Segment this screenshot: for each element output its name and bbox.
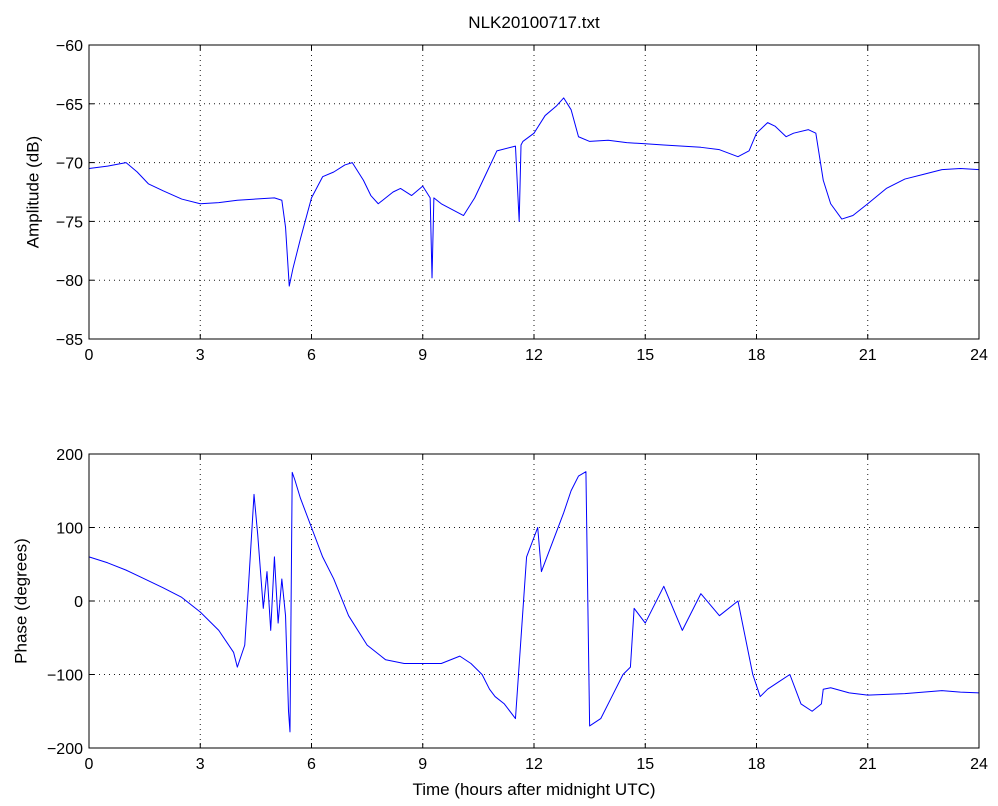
- amplitude-grid: [89, 45, 979, 339]
- amplitude-ytick-label: −70: [56, 156, 83, 173]
- phase-ticks: 0 3 6 9 12 15 18 21 24 −200 −100 0 100 200: [47, 447, 988, 773]
- amplitude-xtick-label: 9: [418, 347, 427, 364]
- phase-xtick-label: 24: [970, 756, 988, 773]
- phase-xtick-label: 15: [636, 756, 654, 773]
- amplitude-xtick-label: 6: [307, 347, 316, 364]
- phase-xtick-label: 3: [196, 756, 205, 773]
- phase-xtick-label: 6: [307, 756, 316, 773]
- phase-grid: [89, 454, 979, 748]
- amplitude-xtick-label: 15: [636, 347, 654, 364]
- amplitude-xtick-label: 18: [748, 347, 766, 364]
- amplitude-ytick-label: −65: [56, 97, 83, 114]
- phase-ytick-label: 100: [56, 521, 83, 538]
- phase-xtick-label: 12: [525, 756, 543, 773]
- phase-ytick-label: −200: [47, 741, 83, 758]
- amplitude-panel: 0 3 6 9 12 15 18 21 24 −85 −80 −75 −70 −65 −60 Amplitu…: [23, 38, 988, 364]
- amplitude-xtick-label: 3: [196, 347, 205, 364]
- amplitude-xtick-label: 21: [859, 347, 877, 364]
- amplitude-ytick-label: −80: [56, 273, 83, 290]
- amplitude-series-line: [88, 97, 980, 287]
- phase-xtick-label: 18: [748, 756, 766, 773]
- amplitude-xtick-label: 12: [525, 347, 543, 364]
- phase-x-axis-label: Time (hours after midnight UTC): [412, 780, 655, 799]
- phase-panel: 0 3 6 9 12 15 18 21 24 −200 −100 0 100 200 Phase (deg…: [11, 447, 988, 799]
- phase-ytick-label: 0: [74, 594, 83, 611]
- phase-series-line: [88, 471, 980, 733]
- amplitude-ticks: 0 3 6 9 12 15 18 21 24 −85 −80 −75 −70 −65 −60: [56, 38, 988, 364]
- phase-ytick-label: 200: [56, 447, 83, 464]
- amplitude-ytick-label: −60: [56, 38, 83, 55]
- amplitude-y-axis-label: Amplitude (dB): [23, 136, 42, 248]
- phase-xtick-label: 0: [85, 756, 94, 773]
- phase-y-axis-label: Phase (degrees): [11, 538, 30, 664]
- amplitude-xtick-label: 24: [970, 347, 988, 364]
- amplitude-ytick-label: −75: [56, 214, 83, 231]
- phase-xtick-label: 21: [859, 756, 877, 773]
- phase-xtick-label: 9: [418, 756, 427, 773]
- amplitude-xtick-label: 0: [85, 347, 94, 364]
- phase-ytick-label: −100: [47, 668, 83, 685]
- figure-title: NLK20100717.txt: [468, 13, 600, 32]
- amplitude-ytick-label: −85: [56, 332, 83, 349]
